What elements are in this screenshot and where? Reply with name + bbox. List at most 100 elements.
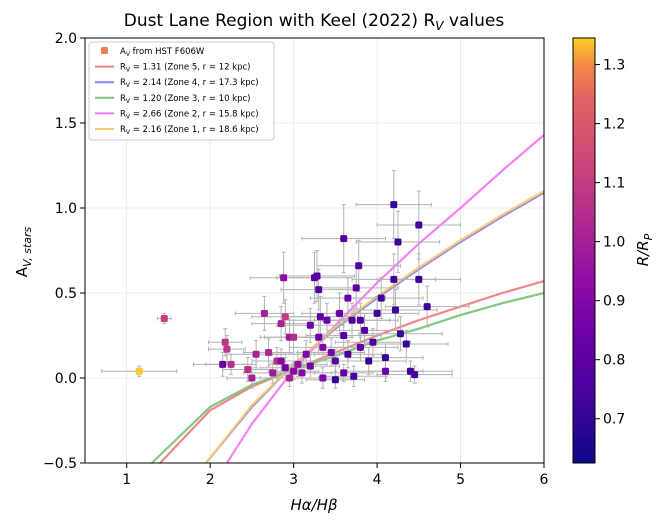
y-tick-label: 0.0 [55, 371, 77, 387]
data-point [381, 354, 389, 362]
data-point [361, 326, 369, 334]
legend: AV from HST F606W RV = 1.31 (Zone 5, r = … [88, 41, 275, 141]
data-point [336, 309, 344, 317]
data-point [298, 369, 306, 377]
data-point [356, 316, 364, 324]
legend-entry: RV = 1.31 (Zone 5, r = 12 kpc) [95, 63, 251, 74]
x-tick-label: 2 [206, 472, 215, 488]
data-point [348, 316, 356, 324]
colorbar-tick-label: 1.3 [603, 58, 625, 74]
colorbar-label: R/RP [634, 233, 655, 266]
x-axis-ticks: 1 2 3 4 5 6 [122, 463, 549, 488]
data-point [340, 235, 348, 243]
legend-label: RV = 1.20 (Zone 3, r = 10 kpc) [120, 94, 251, 105]
x-tick-label: 1 [122, 472, 131, 488]
data-point [244, 366, 252, 373]
curve-zone-2 [225, 134, 544, 463]
colorbar-tick-label: 0.7 [603, 412, 625, 428]
legend-entry: RV = 2.14 (Zone 4, r = 17.3 kpc) [95, 78, 259, 89]
legend-entry: RV = 1.20 (Zone 3, r = 10 kpc) [95, 94, 251, 105]
legend-entry: RV = 2.16 (Zone 1, r = 18.6 kpc) [95, 125, 259, 136]
colorbar-tick-label: 0.9 [603, 294, 625, 310]
data-point [423, 303, 431, 311]
data-point [265, 349, 273, 356]
colorbar-ticks: 0.7 0.8 0.9 1.0 1.1 1.2 1.3 [595, 58, 625, 428]
data-point [315, 286, 323, 294]
data-point [391, 306, 399, 314]
data-point [260, 309, 268, 317]
legend-entry: AV from HST F606W [101, 47, 205, 58]
data-point [381, 367, 389, 375]
data-point [281, 313, 289, 321]
data-point [277, 320, 285, 328]
data-point [306, 321, 314, 329]
colorbar-tick-label: 1.1 [603, 176, 625, 192]
data-point [252, 350, 260, 358]
data-point [319, 374, 327, 382]
legend-label: RV = 2.16 (Zone 1, r = 18.6 kpc) [120, 125, 259, 136]
data-point [219, 360, 227, 368]
data-point [319, 343, 327, 351]
data-point [365, 357, 373, 365]
data-point [269, 369, 277, 377]
data-point [135, 367, 143, 375]
data-point [340, 332, 348, 339]
data-point [227, 360, 235, 368]
data-point [377, 294, 385, 302]
x-tick-label: 4 [373, 472, 382, 488]
y-tick-label: 2.0 [55, 31, 77, 47]
data-point [306, 362, 314, 370]
legend-label: RV = 2.66 (Zone 2, r = 15.8 kpc) [120, 109, 259, 120]
chart-title: Dust Lane Region with Keel (2022) RV val… [124, 11, 505, 33]
data-point [402, 340, 410, 348]
data-point [331, 357, 339, 365]
data-point [290, 367, 298, 375]
data-point [290, 333, 298, 341]
data-point [221, 338, 229, 346]
x-tick-label: 6 [540, 472, 549, 488]
data-point [281, 364, 289, 372]
x-tick-label: 3 [289, 472, 298, 488]
plot-frame [84, 37, 545, 464]
x-tick-label: 5 [456, 472, 465, 488]
data-point [223, 345, 231, 353]
y-tick-label: 1.0 [55, 201, 77, 217]
legend-label: AV from HST F606W [120, 47, 205, 58]
colorbar-tick-label: 1.2 [603, 117, 625, 133]
data-point [355, 262, 363, 270]
data-point [344, 294, 352, 302]
colorbar-tick-label: 0.8 [603, 353, 625, 369]
data-point [356, 343, 364, 351]
data-point [323, 316, 331, 324]
y-axis-ticks: −0.5 0.0 0.5 1.0 1.5 2.0 [43, 31, 85, 472]
legend-marker [101, 47, 108, 54]
data-point [390, 201, 398, 209]
data-point [277, 357, 285, 365]
y-tick-label: −0.5 [43, 456, 77, 472]
colorbar-tick-label: 1.0 [603, 235, 625, 251]
data-point [411, 371, 419, 379]
curve-zone-4 [205, 191, 544, 463]
legend-label: RV = 2.14 (Zone 4, r = 17.3 kpc) [120, 78, 259, 89]
data-point [352, 284, 360, 292]
data-point [340, 369, 348, 377]
data-point [415, 275, 423, 283]
data-point [415, 221, 423, 229]
data-point [327, 349, 335, 356]
data-point [294, 360, 302, 368]
data-point [285, 374, 293, 382]
x-axis-label: Hα/Hβ [290, 496, 338, 514]
data-point [396, 330, 404, 338]
curve-zone-5 [159, 280, 544, 463]
data-point [350, 372, 358, 380]
data-point [315, 333, 323, 341]
y-tick-label: 0.5 [55, 286, 77, 302]
curve-zone-1 [205, 190, 544, 463]
colorbar [572, 37, 596, 464]
data-point [344, 350, 352, 358]
legend-label: RV = 1.31 (Zone 5, r = 12 kpc) [120, 63, 251, 74]
data-point [313, 272, 321, 280]
legend-box [88, 41, 275, 141]
y-tick-label: 1.5 [55, 116, 77, 132]
